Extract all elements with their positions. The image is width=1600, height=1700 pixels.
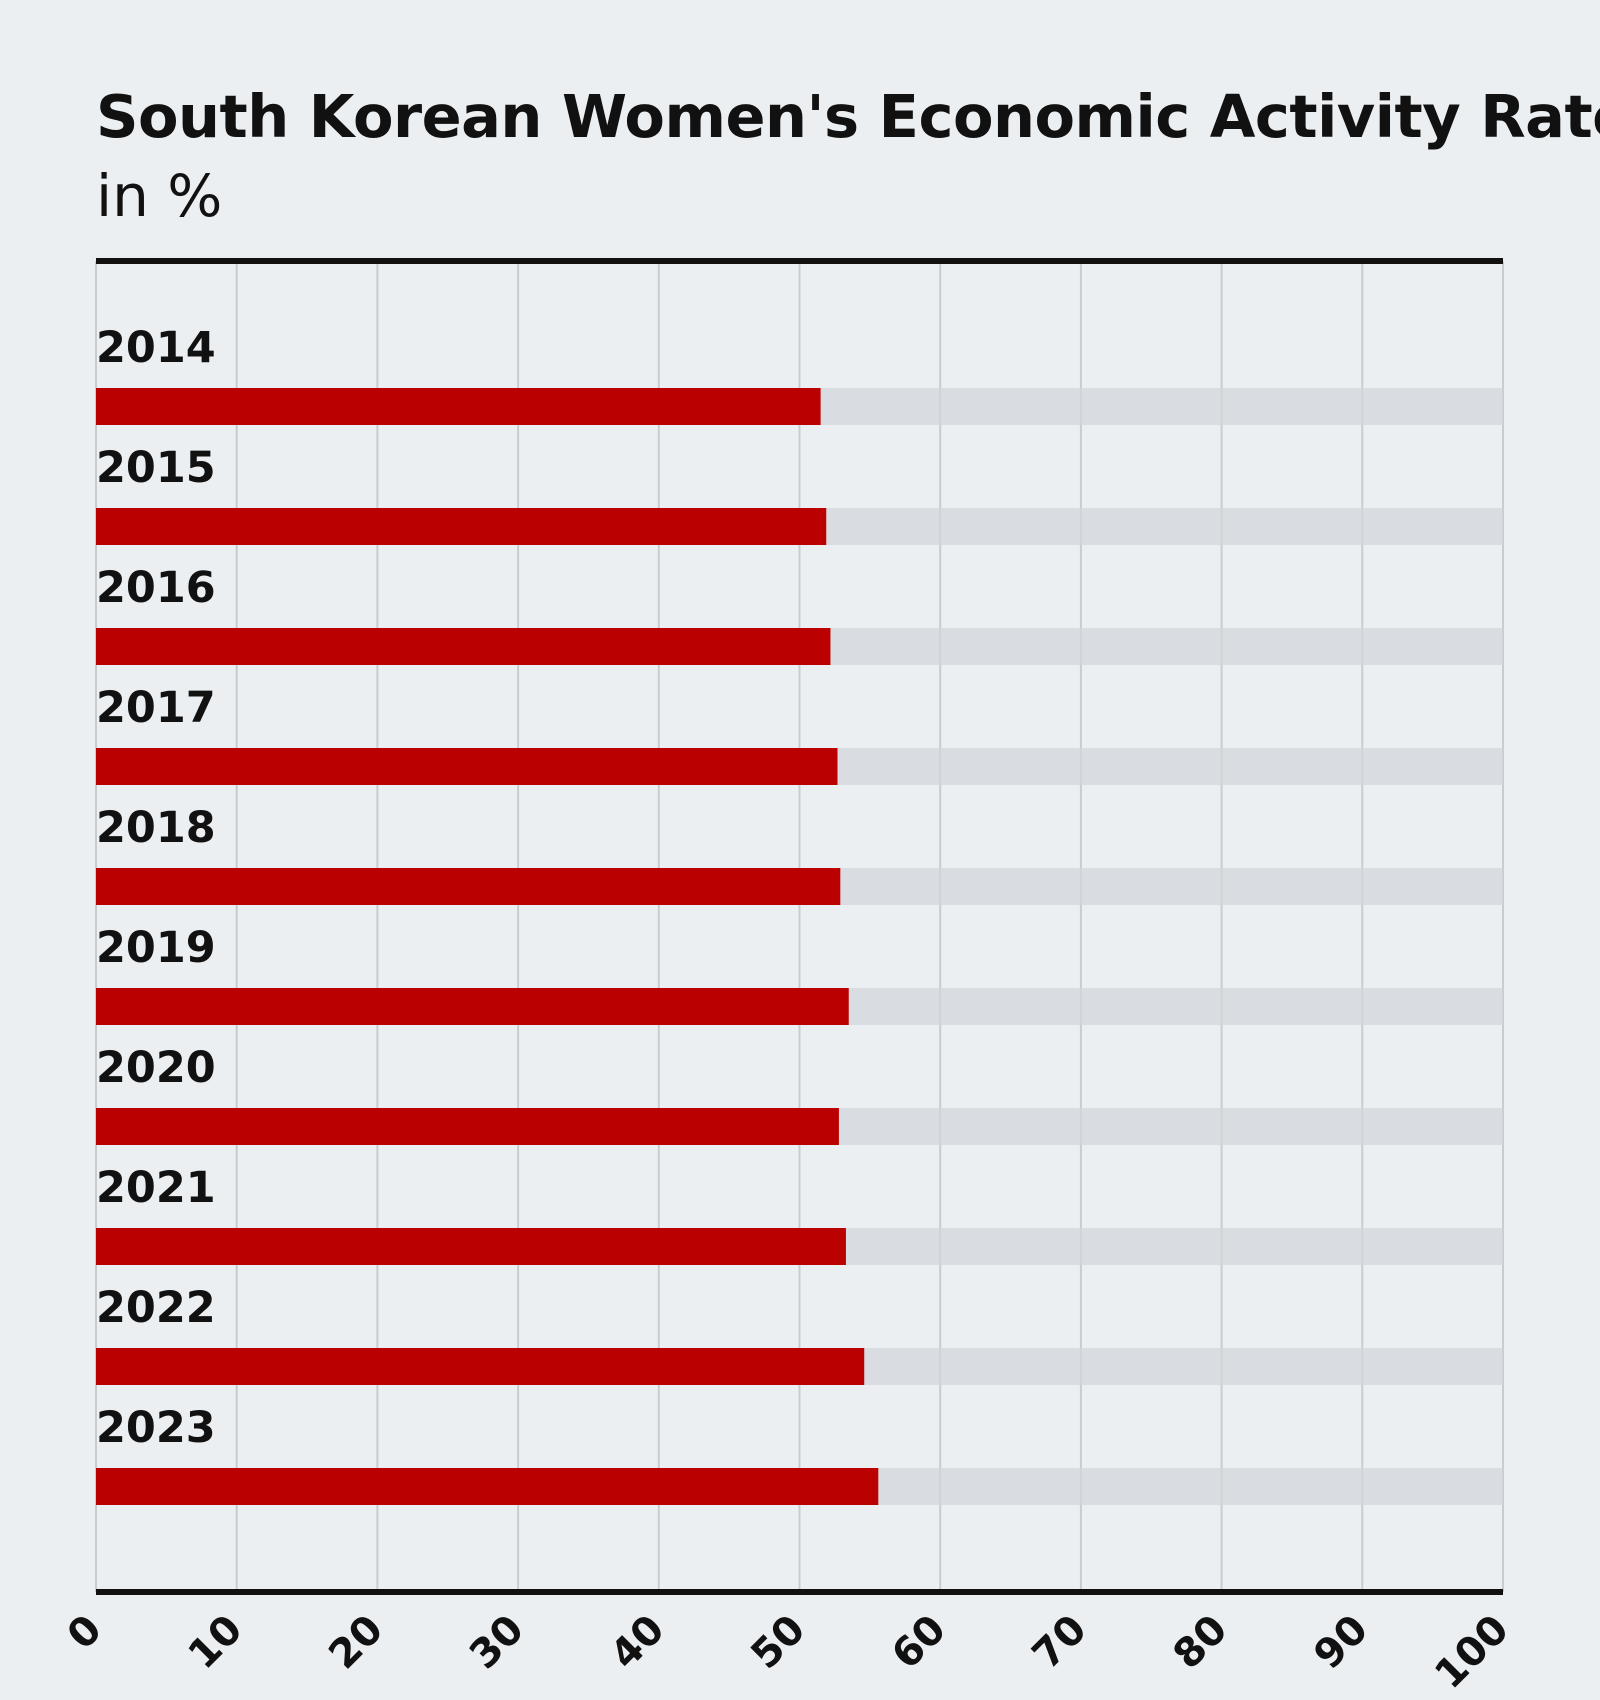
bar-2020: [96, 1108, 839, 1145]
x-tick-label-90: 90: [1305, 1606, 1377, 1678]
x-tick-label-70: 70: [1024, 1606, 1096, 1678]
year-label-2021: 2021: [96, 1163, 216, 1213]
year-label-2020: 2020: [96, 1043, 216, 1093]
x-tick-label-50: 50: [742, 1606, 814, 1678]
chart-title: South Korean Women's Economic Activity R…: [96, 82, 1600, 151]
bar-2023: [96, 1468, 879, 1505]
bar-2022: [96, 1348, 865, 1385]
x-tick-label-30: 30: [461, 1606, 533, 1678]
x-tick-label-40: 40: [602, 1606, 674, 1678]
bar-2017: [96, 748, 838, 785]
year-label-2015: 2015: [96, 443, 216, 493]
year-label-2017: 2017: [96, 683, 216, 733]
top-rule: [96, 258, 1503, 264]
bar-2016: [96, 628, 831, 665]
x-tick-label-10: 10: [180, 1606, 252, 1678]
bar-2015: [96, 508, 827, 545]
x-tick-label-100: 100: [1426, 1606, 1518, 1698]
x-tick-label-80: 80: [1165, 1606, 1237, 1678]
year-label-2019: 2019: [96, 923, 216, 973]
year-label-2022: 2022: [96, 1283, 216, 1333]
year-label-2016: 2016: [96, 563, 216, 613]
year-label-2014: 2014: [96, 323, 216, 373]
x-tick-label-20: 20: [320, 1606, 392, 1678]
chart-subtitle: in %: [96, 162, 223, 230]
year-label-2018: 2018: [96, 803, 216, 853]
x-tick-label-0: 0: [59, 1606, 111, 1658]
bar-2018: [96, 868, 841, 905]
bar-2019: [96, 988, 849, 1025]
x-tick-label-60: 60: [883, 1606, 955, 1678]
gridlines: [95, 261, 1504, 1592]
bar-2014: [96, 388, 821, 425]
x-axis-line: [96, 1589, 1503, 1595]
bar-2021: [96, 1228, 846, 1265]
year-label-2023: 2023: [96, 1403, 216, 1453]
